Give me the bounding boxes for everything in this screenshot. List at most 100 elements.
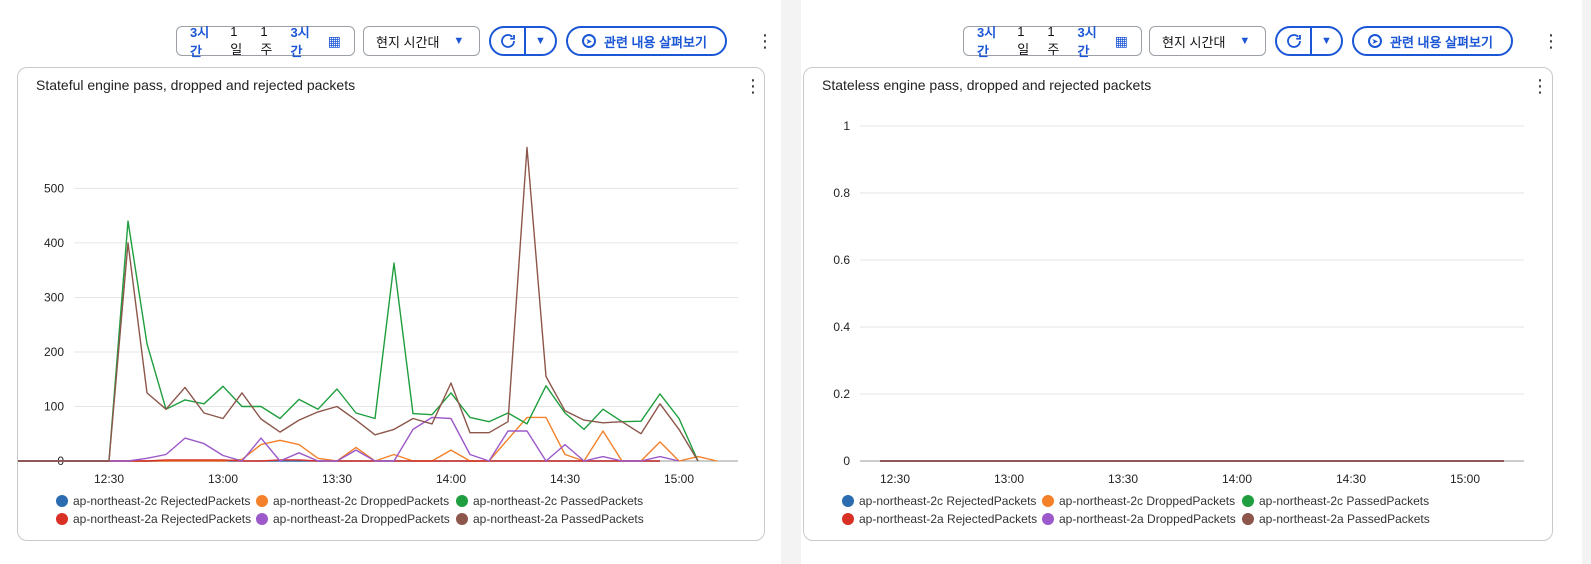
range-option-1d[interactable]: 1일 — [230, 24, 243, 57]
refresh-button-group: ▼ — [1275, 26, 1343, 56]
compass-icon: ➤ — [582, 34, 596, 48]
explore-related-button[interactable]: ➤ 관련 내용 살펴보기 — [1352, 26, 1513, 56]
compass-icon: ➤ — [1368, 34, 1382, 48]
range-option-1w[interactable]: 1주 — [260, 24, 273, 57]
chevron-down-icon: ▼ — [1321, 35, 1332, 47]
series-line — [18, 416, 680, 462]
legend-label: ap-northeast-2a RejectedPackets — [73, 512, 252, 526]
calendar-icon[interactable]: ▦ — [1114, 32, 1128, 49]
chevron-down-icon: ▼ — [453, 35, 465, 47]
series-line — [18, 220, 699, 462]
x-tick-label: 15:00 — [664, 472, 694, 486]
refresh-options-button[interactable]: ▼ — [526, 35, 555, 47]
timezone-label: 현지 시간대 — [1162, 34, 1226, 50]
y-tick-label: 0.6 — [833, 253, 850, 267]
y-tick-label: 200 — [44, 345, 64, 359]
legend-label: ap-northeast-2a PassedPackets — [473, 512, 644, 526]
panel-stateless: 3시간 1일 1주 3시간 ▦ 현지 시간대 ▼ ▼ ➤ 관련 내용 살펴보기 … — [801, 0, 1582, 564]
legend-item[interactable]: ap-northeast-2a RejectedPackets — [56, 512, 251, 526]
explore-related-label: 관련 내용 살펴보기 — [604, 34, 707, 50]
range-selected-value[interactable]: 3시간 — [1077, 25, 1097, 59]
panel-stateful: 3시간 1일 1주 3시간 ▦ 현지 시간대 ▼ ▼ ➤ 관련 내용 살펴보기 … — [0, 0, 781, 564]
legend-item[interactable]: ap-northeast-2c PassedPackets — [456, 494, 643, 508]
legend-label: ap-northeast-2a RejectedPackets — [859, 512, 1038, 526]
series-line — [18, 146, 699, 462]
more-options-icon[interactable]: ⋮ — [1542, 31, 1560, 51]
chart-plot-stateless: 0 0.2 0.4 0.6 0.8 1 12:30 13:00 13:30 14:00 14:30 1… — [833, 119, 1524, 486]
legend-label: ap-northeast-2c DroppedPackets — [273, 494, 450, 508]
range-option-3h[interactable]: 3시간 — [190, 25, 210, 59]
legend-item[interactable]: ap-northeast-2c RejectedPackets — [56, 494, 250, 508]
range-option-1w[interactable]: 1주 — [1047, 24, 1060, 57]
y-tick-label: 0.8 — [833, 186, 850, 200]
x-tick-label: 15:00 — [1450, 472, 1480, 486]
chevron-down-icon: ▼ — [1239, 35, 1251, 47]
legend-item[interactable]: ap-northeast-2c DroppedPackets — [256, 494, 449, 508]
legend-swatch — [1242, 513, 1254, 525]
legend-swatch — [56, 495, 68, 507]
y-tick-label: 500 — [44, 181, 64, 195]
legend-item[interactable]: ap-northeast-2c PassedPackets — [1242, 494, 1429, 508]
chart-card-stateful: Stateful engine pass, dropped and reject… — [17, 67, 765, 541]
refresh-button[interactable] — [1277, 28, 1312, 54]
legend-label: ap-northeast-2a DroppedPackets — [1059, 512, 1236, 526]
calendar-icon[interactable]: ▦ — [327, 32, 341, 49]
refresh-options-button[interactable]: ▼ — [1312, 35, 1341, 47]
legend-swatch — [1042, 513, 1054, 525]
series-line — [18, 416, 718, 462]
x-tick-label: 14:30 — [550, 472, 580, 486]
chart-title: Stateful engine pass, dropped and reject… — [36, 77, 356, 93]
legend-item[interactable]: ap-northeast-2c RejectedPackets — [842, 494, 1036, 508]
explore-related-label: 관련 내용 살펴보기 — [1390, 34, 1493, 50]
x-tick-label: 13:00 — [994, 472, 1024, 486]
range-selected-value[interactable]: 3시간 — [290, 25, 310, 59]
legend-swatch — [56, 513, 68, 525]
legend-item[interactable]: ap-northeast-2a PassedPackets — [456, 512, 644, 526]
legend-swatch — [1042, 495, 1054, 507]
legend-label: ap-northeast-2c PassedPackets — [1259, 494, 1430, 508]
x-tick-label: 12:30 — [880, 472, 910, 486]
refresh-button-group: ▼ — [489, 26, 557, 56]
y-tick-label: 0 — [843, 454, 850, 468]
range-option-3h[interactable]: 3시간 — [977, 25, 997, 59]
legend-label: ap-northeast-2c RejectedPackets — [859, 494, 1037, 508]
legend-item[interactable]: ap-northeast-2c DroppedPackets — [1042, 494, 1235, 508]
y-tick-label: 100 — [44, 399, 64, 413]
legend-item[interactable]: ap-northeast-2a DroppedPackets — [1042, 512, 1236, 526]
legend-item[interactable]: ap-northeast-2a PassedPackets — [1242, 512, 1430, 526]
legend-swatch — [256, 495, 268, 507]
refresh-icon — [500, 34, 515, 48]
legend-swatch — [1242, 495, 1254, 507]
x-tick-label: 14:30 — [1336, 472, 1366, 486]
chart-card-stateless: Stateless engine pass, dropped and rejec… — [803, 67, 1553, 541]
x-tick-label: 14:00 — [436, 472, 466, 486]
y-tick-label: 0.2 — [833, 387, 850, 401]
legend-swatch — [456, 495, 468, 507]
legend-label: ap-northeast-2a PassedPackets — [1259, 512, 1430, 526]
explore-related-button[interactable]: ➤ 관련 내용 살펴보기 — [566, 26, 727, 56]
legend-swatch — [456, 513, 468, 525]
chevron-down-icon: ▼ — [535, 35, 546, 47]
time-range-selector: 3시간 1일 1주 3시간 ▦ — [963, 24, 1142, 59]
range-option-1d[interactable]: 1일 — [1017, 24, 1030, 57]
x-tick-label: 12:30 — [94, 472, 124, 486]
chart-title: Stateless engine pass, dropped and rejec… — [822, 77, 1152, 93]
y-tick-label: 0.4 — [833, 320, 850, 334]
y-tick-label: 300 — [44, 290, 64, 304]
timezone-label: 현지 시간대 — [376, 34, 440, 50]
refresh-button[interactable] — [491, 28, 526, 54]
x-tick-label: 13:00 — [208, 472, 238, 486]
timezone-dropdown[interactable]: 현지 시간대 ▼ — [363, 26, 480, 56]
time-range-selector: 3시간 1일 1주 3시간 ▦ — [176, 24, 355, 59]
legend-item[interactable]: ap-northeast-2a RejectedPackets — [842, 512, 1037, 526]
x-tick-label: 13:30 — [1108, 472, 1138, 486]
legend-label: ap-northeast-2a DroppedPackets — [273, 512, 450, 526]
refresh-icon — [1286, 34, 1301, 48]
legend-label: ap-northeast-2c DroppedPackets — [1059, 494, 1236, 508]
y-tick-label: 400 — [44, 236, 64, 250]
legend-label: ap-northeast-2c PassedPackets — [473, 494, 644, 508]
legend-item[interactable]: ap-northeast-2a DroppedPackets — [256, 512, 450, 526]
timezone-dropdown[interactable]: 현지 시간대 ▼ — [1149, 26, 1266, 56]
more-options-icon[interactable]: ⋮ — [756, 31, 774, 51]
